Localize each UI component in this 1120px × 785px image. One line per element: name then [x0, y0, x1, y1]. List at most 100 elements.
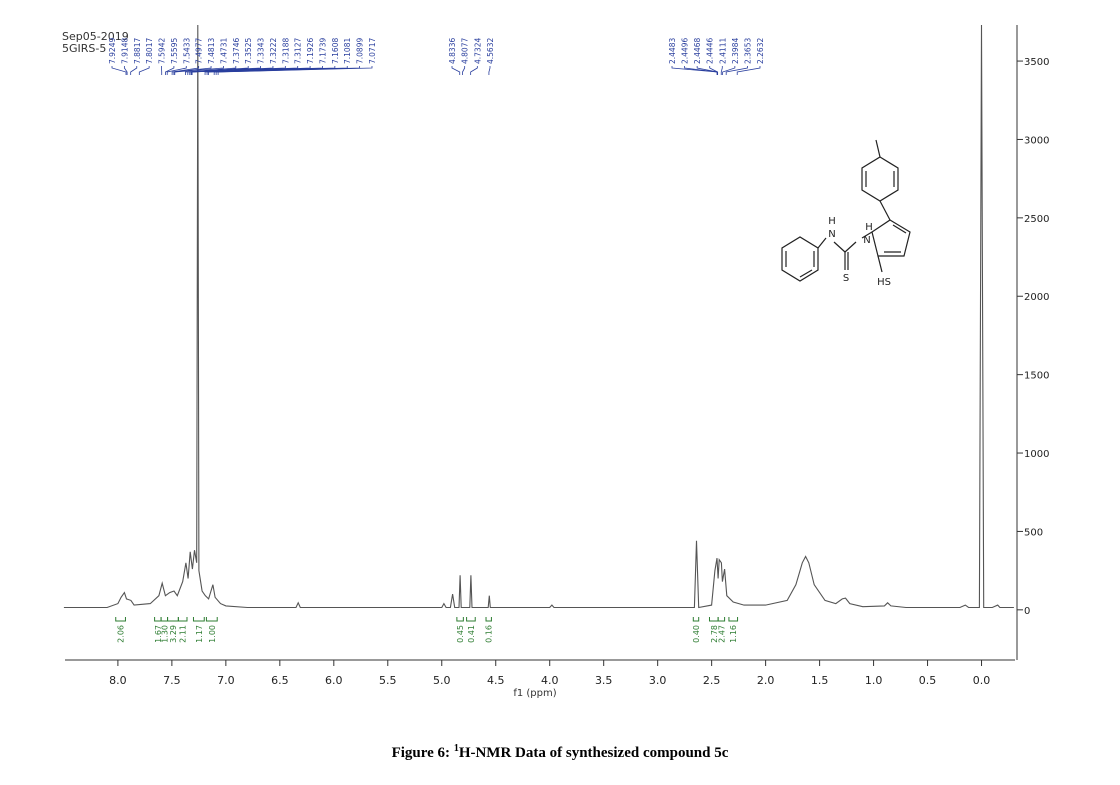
peak-label: 7.5942 [158, 38, 167, 64]
x-tick-label: 8.0 [109, 674, 127, 687]
integral-bracket [718, 617, 724, 621]
integral-bracket [693, 617, 698, 621]
y-tick-label: 3500 [1024, 57, 1049, 68]
peak-label: 7.1926 [306, 38, 315, 64]
peak-label: 7.3222 [269, 38, 278, 64]
peak-connector [139, 66, 149, 75]
peak-label: 7.5433 [182, 38, 191, 64]
structure-labels: H N H N S HS [828, 216, 891, 288]
integral-bracket [155, 617, 161, 621]
atom-label: H [828, 216, 836, 227]
peak-label: 7.8817 [133, 38, 142, 64]
peak-label: 7.9148 [120, 38, 129, 64]
structure [782, 140, 910, 281]
integral-label: 0.41 [467, 625, 476, 643]
peak-label: 7.9249 [108, 38, 117, 64]
spectrum [64, 25, 1014, 608]
x-tick-label: 0.5 [919, 674, 937, 687]
x-tick-label: 1.0 [865, 674, 883, 687]
x-tick-label: 7.0 [217, 674, 235, 687]
peak-connector [112, 66, 126, 75]
peak-label: 7.3343 [257, 38, 266, 64]
peak-label: 2.3984 [731, 38, 740, 64]
peak-label: 7.3525 [244, 38, 253, 64]
peak-label: 7.0899 [356, 38, 365, 64]
peak-label: 2.4483 [668, 38, 677, 64]
peak-label: 7.1608 [331, 38, 340, 64]
y-tick-label: 3000 [1024, 135, 1049, 146]
integral-label: 1.00 [208, 625, 217, 643]
integral-bracket [178, 617, 187, 621]
peak-label: 7.8017 [145, 38, 154, 64]
integral-label: 0.16 [485, 625, 494, 643]
peak-label: 4.7324 [473, 38, 482, 64]
integral-label: 3.29 [169, 625, 178, 643]
peak-label: 7.0717 [368, 38, 377, 64]
peak-connector [452, 66, 460, 75]
peak-connector [463, 66, 465, 75]
integral-bracket [729, 617, 738, 621]
integral-bracket [206, 617, 217, 621]
integral-bracket [161, 617, 167, 621]
x-tick-label: 3.5 [595, 674, 613, 687]
stamp-sample: 5GIRS-5 [62, 42, 106, 55]
x-tick-label: 1.5 [811, 674, 829, 687]
x-tick-label: 6.5 [271, 674, 289, 687]
peak-label: 7.4813 [207, 38, 216, 64]
peak-label: 2.2632 [756, 38, 765, 64]
x-axis-label: f1 (ppm) [513, 688, 556, 699]
peak-connector [471, 66, 478, 75]
integral-label: 1.16 [729, 625, 738, 643]
integral-label: 2.06 [117, 625, 126, 643]
x-tick-label: 0.0 [973, 674, 991, 687]
x-tick-label: 3.0 [649, 674, 667, 687]
integral-bracket [709, 617, 718, 621]
y-tick-label: 0 [1024, 606, 1030, 617]
peak-connector [489, 66, 490, 75]
peak-label: 7.1739 [318, 38, 327, 64]
integral-label: 0.40 [692, 625, 701, 643]
integral-bracket [457, 617, 463, 621]
x-tick-label: 2.5 [703, 674, 721, 687]
peak-label: 2.4468 [693, 38, 702, 64]
peak-label: 7.4977 [195, 38, 204, 64]
peak-connector [721, 66, 722, 75]
peak-label: 7.3188 [281, 38, 290, 64]
integral-label: 0.45 [456, 625, 465, 643]
caption-rest: H-NMR Data of synthesized compound 5c [459, 745, 729, 761]
peak-label: 7.1081 [343, 38, 352, 64]
atom-label: HS [877, 277, 891, 288]
y-tick-label: 1500 [1024, 371, 1049, 382]
atom-label: N [828, 229, 835, 240]
y-tick-label: 1000 [1024, 449, 1049, 460]
integral-label: 2.47 [717, 625, 726, 643]
peak-label: 7.5595 [170, 38, 179, 64]
integral-label: 1.30 [160, 625, 169, 643]
caption-lead: Figure 6: [392, 745, 454, 761]
atom-label: N [863, 235, 870, 246]
atom-label: S [843, 273, 849, 284]
x-tick-label: 4.0 [541, 674, 559, 687]
x-tick-label: 2.0 [757, 674, 775, 687]
peak-label: 7.4731 [219, 38, 228, 64]
x-tick-label: 5.5 [379, 674, 397, 687]
peak-connector [737, 66, 760, 75]
x-tick-label: 7.5 [163, 674, 181, 687]
y-tick-label: 500 [1024, 527, 1043, 538]
peak-label: 4.8077 [461, 38, 470, 64]
y-tick-label: 2500 [1024, 214, 1049, 225]
integral-label: 2.11 [179, 625, 188, 643]
y-tick-label: 2000 [1024, 292, 1049, 303]
integral-bracket [168, 617, 179, 621]
peak-label: 2.4446 [706, 38, 715, 64]
integral-label: 1.17 [195, 625, 204, 643]
peak-label: 2.4111 [718, 38, 727, 64]
peak-connector [131, 66, 137, 75]
x-tick-label: 6.0 [325, 674, 343, 687]
peak-label: 2.4496 [681, 38, 690, 64]
peak-label: 7.3127 [294, 38, 303, 64]
x-tick-label: 5.0 [433, 674, 451, 687]
peak-label: 4.8336 [448, 38, 457, 64]
